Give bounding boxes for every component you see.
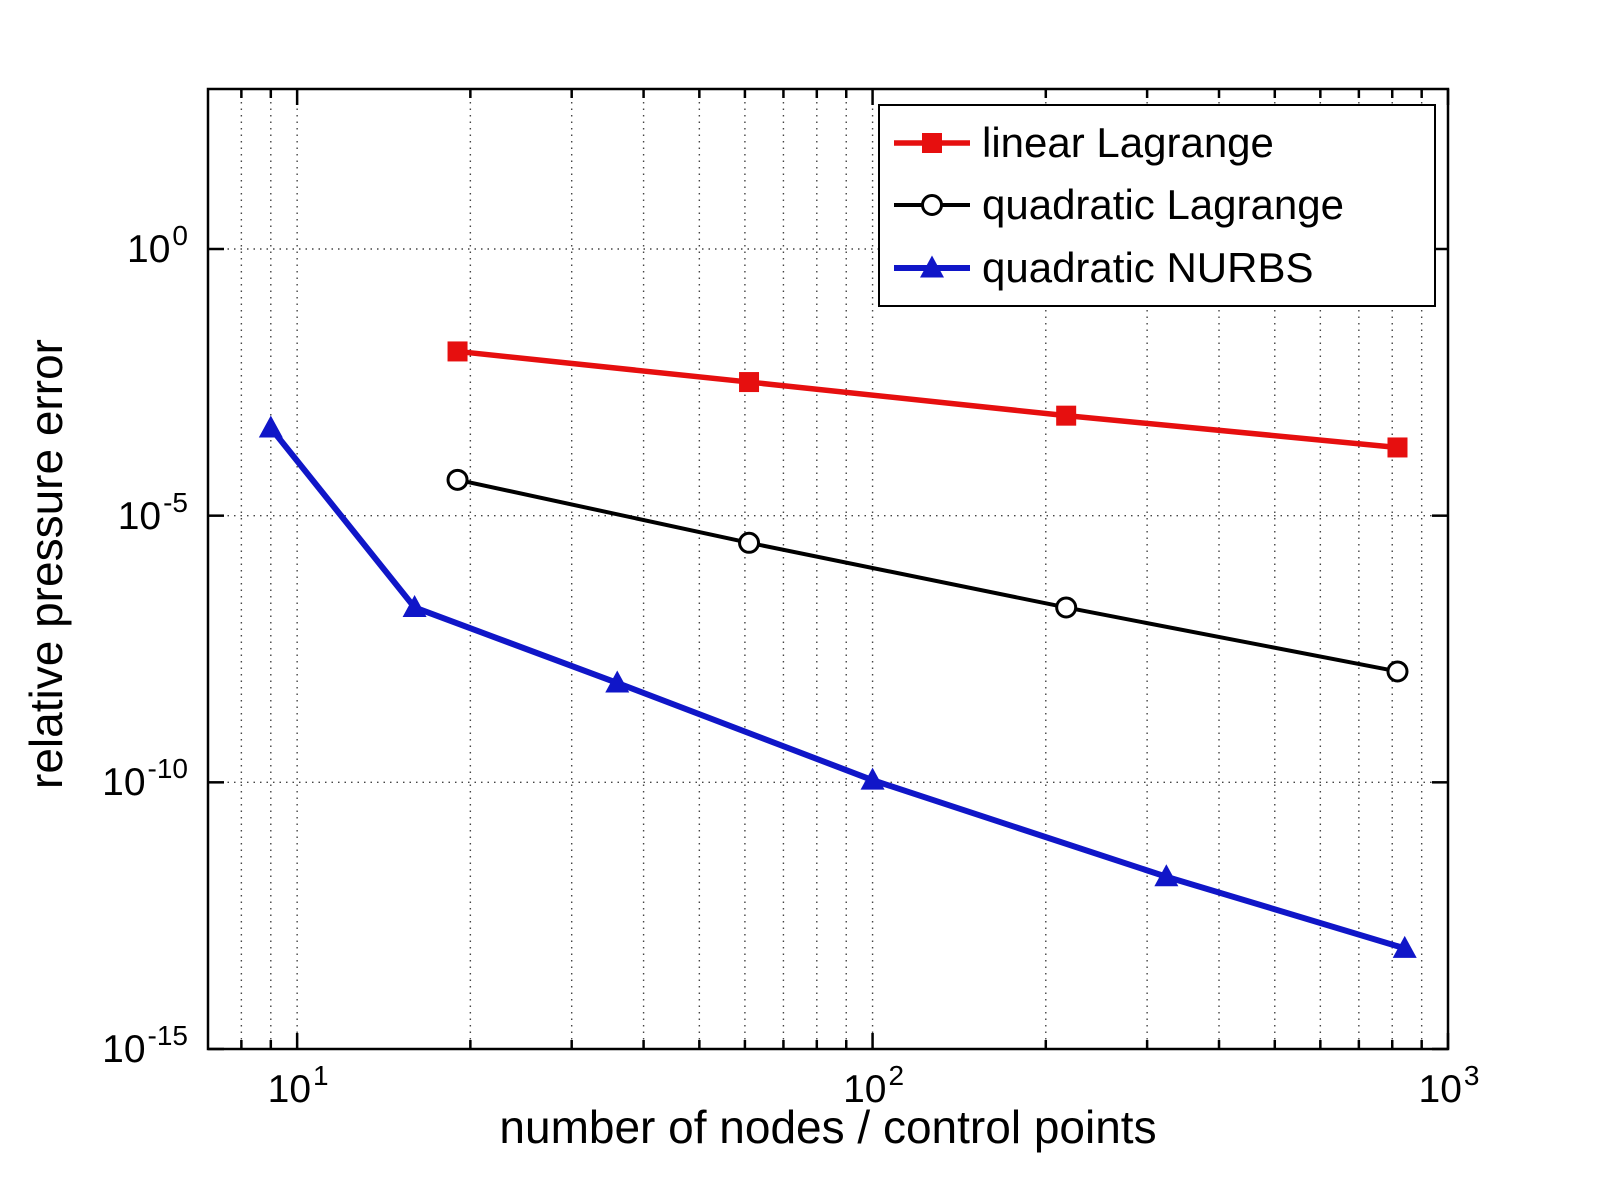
circle-marker — [446, 468, 469, 491]
tick-base: 10 — [843, 1068, 887, 1111]
square-marker — [922, 133, 942, 154]
x-axis-label: number of nodes / control points — [499, 1101, 1157, 1153]
tick-exponent: -10 — [147, 753, 188, 785]
circle-marker — [738, 531, 761, 554]
circle-marker — [921, 194, 943, 217]
square-marker — [1387, 437, 1408, 458]
triangle-marker — [920, 255, 944, 278]
triangle-marker — [1154, 864, 1179, 887]
y-tick-label: 10-5 — [0, 487, 188, 542]
tick-base: 10 — [102, 1028, 146, 1071]
x-tick-label: 103 — [1418, 1060, 1480, 1115]
circle-marker — [1055, 596, 1078, 619]
square-marker — [739, 372, 760, 393]
triangle-marker — [860, 767, 885, 790]
triangle-marker — [402, 594, 427, 617]
tick-base: 10 — [117, 494, 162, 538]
y-tick-label: 10-10 — [0, 753, 188, 808]
legend: linear Lagrange quadratic Lagrange quadrat… — [878, 104, 1436, 307]
legend-entry: linear Lagrange — [892, 119, 1434, 167]
legend-sample — [894, 255, 970, 278]
tick-base: 10 — [102, 761, 146, 805]
y-tick-label: 100 — [0, 220, 188, 275]
legend-label: quadratic NURBS — [982, 243, 1314, 291]
legend-sample — [894, 194, 970, 217]
tick-exponent: -5 — [163, 486, 188, 518]
plot-border — [206, 87, 1450, 1051]
tick-exponent: -15 — [147, 1020, 188, 1051]
legend-sample — [894, 133, 970, 154]
x-tick-label: 101 — [267, 1060, 329, 1115]
square-marker — [447, 341, 468, 362]
series-line — [268, 426, 1406, 952]
triangle-marker — [258, 415, 283, 438]
circle-marker — [1386, 660, 1409, 683]
tick-base: 10 — [1418, 1068, 1462, 1111]
tick-exponent: 1 — [313, 1060, 329, 1091]
legend-entry: quadratic NURBS — [892, 243, 1434, 291]
tick-base: 10 — [127, 228, 171, 271]
square-marker — [1056, 405, 1077, 426]
series-line — [457, 348, 1398, 451]
y-tick-label: 10-15 — [0, 1020, 188, 1075]
legend-label: quadratic Lagrange — [982, 181, 1344, 229]
legend-entry: quadratic Lagrange — [892, 182, 1434, 228]
triangle-marker — [1392, 935, 1417, 958]
tick-exponent: 0 — [172, 220, 188, 251]
triangle-marker — [605, 670, 630, 693]
x-tick-label: 102 — [843, 1060, 904, 1115]
legend-label: linear Lagrange — [982, 119, 1274, 167]
series-line — [457, 477, 1398, 674]
tick-exponent: 2 — [888, 1060, 905, 1091]
tick-base: 10 — [267, 1068, 312, 1111]
tick-exponent: 3 — [1463, 1060, 1480, 1091]
